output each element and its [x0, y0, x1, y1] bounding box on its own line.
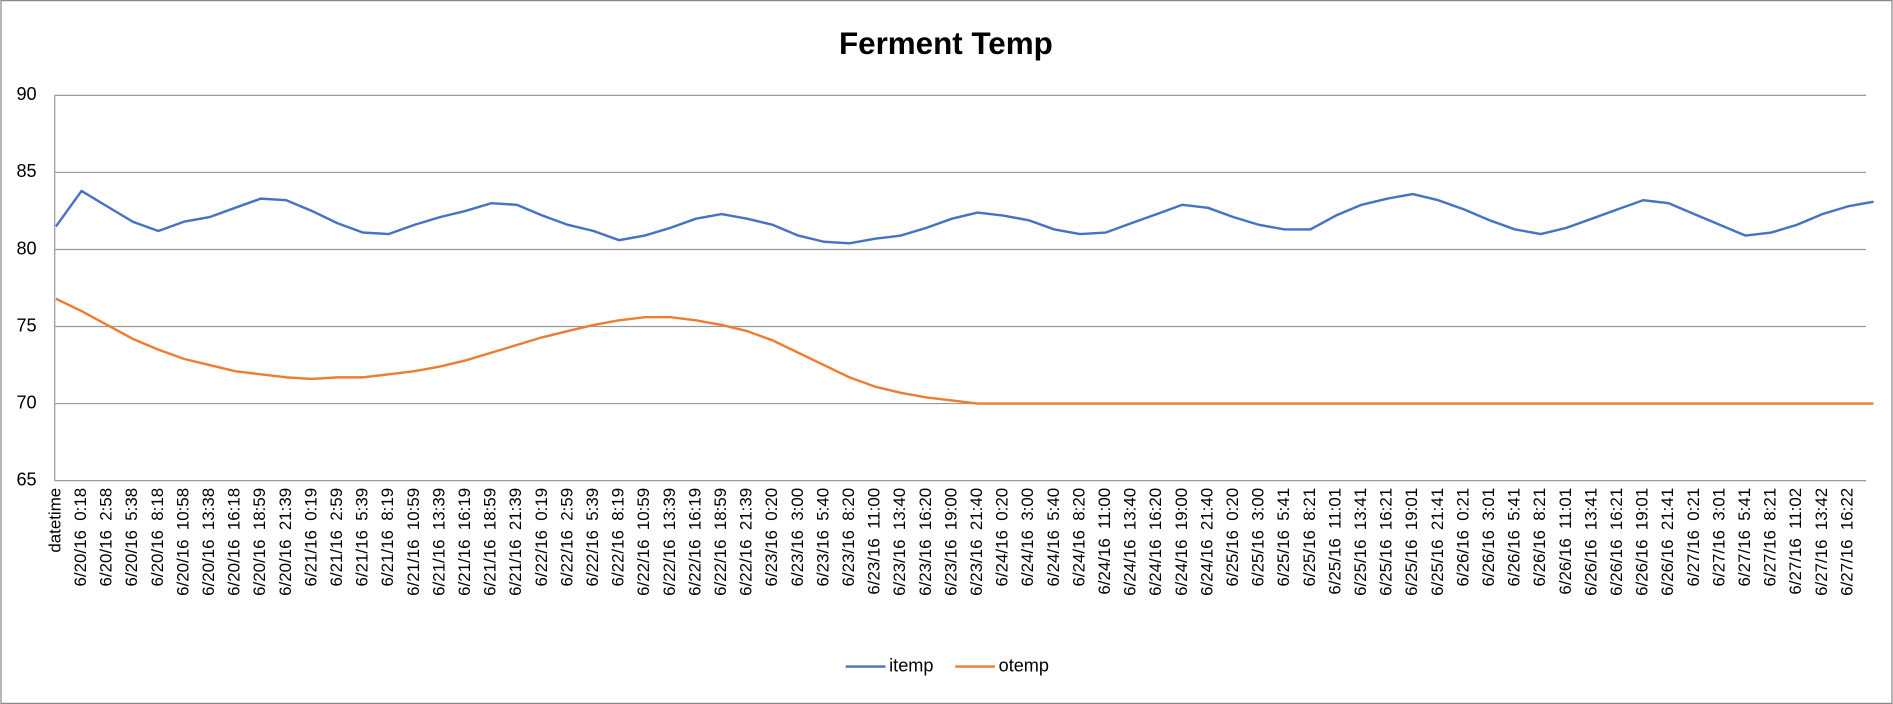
x-tick-label: 6/26/16 13:41: [1581, 488, 1600, 596]
x-tick-label: 6/24/16 16:20: [1146, 488, 1165, 596]
x-tick-label: 6/20/16 18:59: [250, 488, 269, 596]
x-tick-label: 6/24/16 19:00: [1172, 488, 1191, 596]
y-tick-label: 70: [16, 392, 36, 412]
x-tick-label: 6/25/16 13:41: [1351, 488, 1370, 596]
x-tick-label: 6/23/16 5:40: [813, 488, 832, 587]
y-tick-label: 80: [16, 238, 36, 258]
x-tick-label: 6/20/16 8:18: [148, 488, 167, 587]
x-tick-label: 6/26/16 0:21: [1453, 488, 1472, 587]
x-tick-label: 6/22/16 8:19: [609, 488, 628, 587]
x-tick-label: 6/21/16 0:19: [301, 488, 320, 587]
x-tick-label: 6/22/16 13:39: [660, 488, 679, 596]
x-tick-label: 6/27/16 11:02: [1786, 488, 1805, 595]
x-tick-label: 6/25/16 3:00: [1249, 488, 1268, 587]
x-tick-label: datetime: [45, 488, 64, 553]
x-tick-label: 6/21/16 16:19: [455, 488, 474, 596]
x-tick-label: 6/22/16 18:59: [711, 488, 730, 596]
x-tick-label: 6/21/16 5:39: [353, 488, 372, 587]
x-tick-label: 6/25/16 5:41: [1274, 488, 1293, 587]
x-tick-label: 6/27/16 8:21: [1761, 488, 1780, 587]
series-line: [55, 297, 1874, 405]
x-tick-label: 6/20/16 16:18: [225, 488, 244, 596]
x-tick-label: 6/21/16 10:59: [404, 488, 423, 596]
x-tick-label: 6/21/16 18:59: [481, 488, 500, 596]
x-tick-label: 6/25/16 21:41: [1428, 488, 1447, 596]
x-tick-label: 6/26/16 21:41: [1658, 488, 1677, 596]
x-tick-label: 6/20/16 21:39: [276, 488, 295, 596]
x-tick-label: 6/23/16 3:00: [788, 488, 807, 587]
x-tick-label: 6/21/16 2:59: [327, 488, 346, 587]
x-tick-label: 6/25/16 0:20: [1223, 488, 1242, 587]
x-tick-label: 6/23/16 16:20: [916, 488, 935, 596]
x-tick-label: 6/22/16 16:19: [685, 488, 704, 596]
x-tick-label: 6/27/16 0:21: [1684, 488, 1703, 587]
x-tick-label: 6/27/16 5:41: [1735, 488, 1754, 587]
x-tick-label: 6/20/16 10:58: [173, 488, 192, 596]
x-tick-label: 6/24/16 13:40: [1121, 488, 1140, 596]
chart-title: Ferment Temp: [839, 26, 1053, 61]
x-tick-label: 6/24/16 0:20: [993, 488, 1012, 587]
x-tick-label: 6/25/16 19:01: [1402, 488, 1421, 596]
y-tick-label: 75: [16, 315, 36, 335]
x-tick-label: 6/21/16 13:39: [429, 488, 448, 596]
x-tick-label: 6/23/16 0:20: [762, 488, 781, 587]
x-tick-label: 6/23/16 11:00: [865, 488, 884, 595]
y-tick-label: 90: [16, 84, 36, 104]
x-tick-label: 6/27/16 3:01: [1709, 488, 1728, 587]
x-tick-label: 6/23/16 13:40: [890, 488, 909, 596]
x-tick-label: 6/25/16 8:21: [1300, 488, 1319, 587]
x-tick-label: 6/26/16 3:01: [1479, 488, 1498, 587]
y-tick-label: 85: [16, 161, 36, 181]
y-tick-label: 65: [16, 469, 36, 489]
x-tick-label: 6/22/16 2:59: [557, 488, 576, 587]
legend-label: otemp: [999, 655, 1049, 675]
x-tick-label: 6/25/16 16:21: [1377, 488, 1396, 596]
x-tick-label: 6/24/16 21:40: [1197, 488, 1216, 596]
x-tick-label: 6/27/16 13:42: [1812, 488, 1831, 596]
x-tick-label: 6/26/16 16:21: [1607, 488, 1626, 596]
x-tick-label: 6/21/16 8:19: [378, 488, 397, 587]
x-tick-label: 6/22/16 21:39: [737, 488, 756, 596]
x-tick-label: 6/26/16 11:01: [1556, 488, 1575, 595]
x-tick-label: 6/22/16 5:39: [583, 488, 602, 587]
x-tick-label: 6/26/16 5:41: [1505, 488, 1524, 587]
x-tick-label: 6/27/16 16:22: [1837, 488, 1856, 596]
x-tick-label: 6/21/16 21:39: [506, 488, 525, 596]
x-tick-label: 6/23/16 19:00: [941, 488, 960, 596]
x-tick-label: 6/24/16 5:40: [1044, 488, 1063, 587]
x-tick-label: 6/24/16 3:00: [1018, 488, 1037, 587]
x-tick-label: 6/23/16 21:40: [967, 488, 986, 596]
x-tick-label: 6/25/16 11:01: [1325, 488, 1344, 595]
series-line: [54, 189, 1874, 245]
x-tick-label: 6/26/16 19:01: [1633, 488, 1652, 596]
x-tick-label: 6/23/16 8:20: [839, 488, 858, 587]
x-tick-label: 6/24/16 11:00: [1095, 488, 1114, 595]
legend-label: itemp: [889, 655, 933, 675]
x-tick-label: 6/22/16 10:59: [634, 488, 653, 596]
x-tick-label: 6/26/16 8:21: [1530, 488, 1549, 587]
x-tick-label: 6/24/16 8:20: [1069, 488, 1088, 587]
x-tick-label: 6/20/16 2:58: [97, 488, 116, 587]
x-tick-label: 6/22/16 0:19: [532, 488, 551, 587]
x-tick-label: 6/20/16 0:18: [71, 488, 90, 587]
x-tick-label: 6/20/16 13:38: [199, 488, 218, 596]
x-tick-label: 6/20/16 5:38: [122, 488, 141, 587]
